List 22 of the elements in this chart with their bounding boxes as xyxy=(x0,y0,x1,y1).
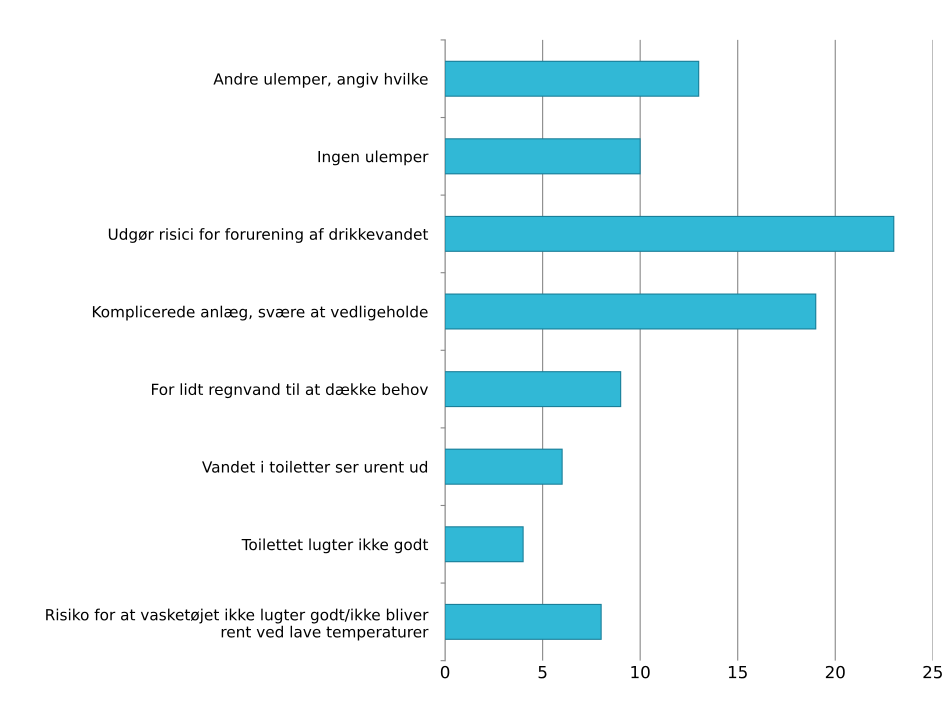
y-tick-label: Komplicerede anlæg, svære at vedligeholde xyxy=(92,306,428,320)
x-tick-label: 25 xyxy=(923,666,942,678)
x-tick-label: 15 xyxy=(728,666,747,678)
y-tick-label: Risiko for at vasketøjet ikke lugter godt/ikke bliver rent ved lave temperaturer xyxy=(46,608,428,641)
bar xyxy=(445,293,816,330)
y-tick-label: Toilettet lugter ikke godt xyxy=(242,538,428,554)
bar xyxy=(445,371,622,408)
x-tick-label: 5 xyxy=(538,666,546,678)
y-tick-label: Udgør risici for forurening af drikkevandet xyxy=(108,228,428,243)
x-tick-label: 20 xyxy=(826,666,845,678)
bar xyxy=(445,216,894,252)
x-tick-label: 10 xyxy=(631,666,650,678)
bar xyxy=(445,604,602,640)
y-tick-label: Andre ulemper, angiv hvilke xyxy=(213,72,428,88)
bar xyxy=(445,60,700,97)
y-tick-label: Ingen ulemper xyxy=(318,150,428,166)
y-tick-label: For lidt regnvand til at dække behov xyxy=(152,383,428,398)
x-tick-label: 0 xyxy=(440,666,450,678)
bar xyxy=(445,138,641,174)
bar xyxy=(445,448,563,485)
y-tick-label: Vandet i toiletter ser urent ud xyxy=(202,460,428,473)
bar xyxy=(445,526,524,562)
